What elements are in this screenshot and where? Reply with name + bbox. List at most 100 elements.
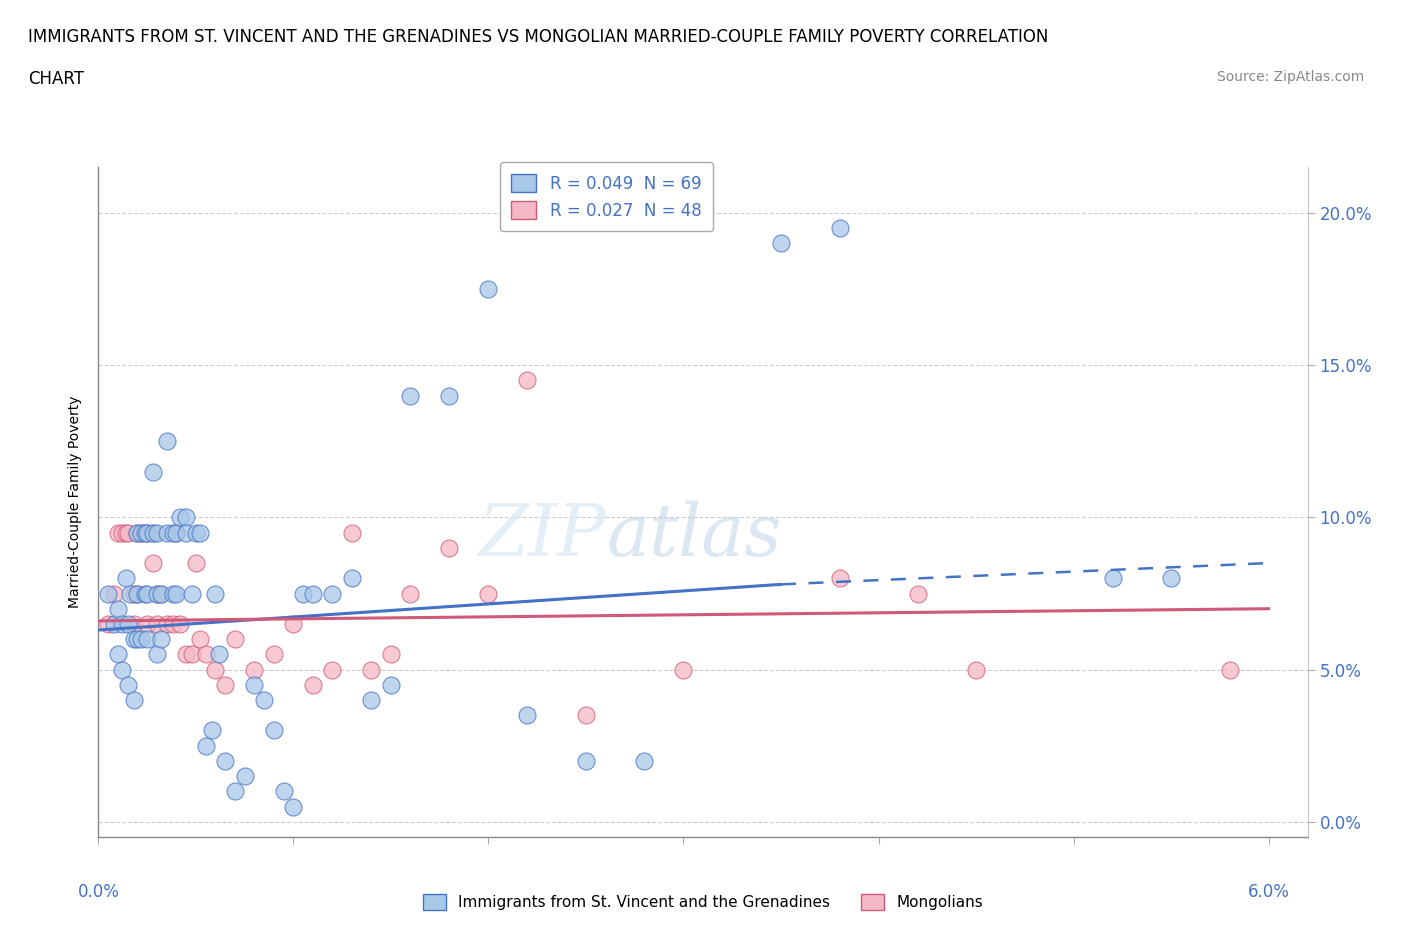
Point (117, 617, 139, 631)
Point (114, 525, 136, 540)
Point (131, 631, 153, 646)
Point (131, 525, 153, 540)
Legend: Immigrants from St. Vincent and the Grenadines, Mongolians: Immigrants from St. Vincent and the Gren… (416, 886, 990, 918)
Point (146, 586, 169, 601)
Point (142, 555, 165, 570)
Point (243, 662, 266, 677)
Point (174, 525, 197, 540)
Point (162, 525, 184, 540)
Point (181, 647, 204, 662)
Point (340, 525, 363, 540)
Point (131, 525, 153, 540)
Point (127, 525, 149, 540)
Point (292, 586, 315, 601)
Point (122, 617, 145, 631)
Point (146, 617, 169, 631)
Point (114, 571, 136, 586)
Point (243, 677, 266, 692)
Point (439, 540, 461, 555)
Point (162, 617, 184, 631)
Point (399, 388, 422, 403)
Point (1160, 571, 1182, 586)
Point (380, 677, 402, 692)
Point (136, 525, 159, 540)
Point (156, 434, 179, 449)
Text: CHART: CHART (28, 70, 84, 87)
Point (672, 662, 695, 677)
Point (169, 617, 191, 631)
Point (142, 525, 165, 540)
Point (118, 586, 141, 601)
Point (111, 525, 134, 540)
Point (97, 586, 120, 601)
Point (477, 282, 499, 297)
Point (194, 647, 217, 662)
Point (174, 647, 197, 662)
Point (127, 586, 149, 601)
Point (146, 647, 169, 662)
Point (399, 586, 422, 601)
Point (302, 677, 325, 692)
Point (149, 586, 172, 601)
Point (156, 525, 179, 540)
Point (107, 602, 129, 617)
Point (188, 631, 211, 646)
Point (360, 662, 382, 677)
Point (204, 662, 226, 677)
Point (769, 236, 792, 251)
Text: 6.0%: 6.0% (1247, 883, 1289, 900)
Point (174, 510, 197, 525)
Point (907, 586, 929, 601)
Point (149, 631, 172, 646)
Point (146, 586, 169, 601)
Point (97, 617, 120, 631)
Y-axis label: Married-Couple Family Poverty: Married-Couple Family Poverty (69, 396, 83, 608)
Point (107, 647, 129, 662)
Point (208, 647, 231, 662)
Point (103, 586, 125, 601)
Point (302, 586, 325, 601)
Point (283, 617, 305, 631)
Text: ZIP: ZIP (479, 500, 606, 571)
Point (253, 693, 276, 708)
Point (162, 586, 184, 601)
Legend: R = 0.049  N = 69, R = 0.027  N = 48: R = 0.049 N = 69, R = 0.027 N = 48 (499, 163, 713, 232)
Point (142, 464, 165, 479)
Point (136, 586, 159, 601)
Point (224, 784, 246, 799)
Point (165, 586, 187, 601)
Point (181, 586, 204, 601)
Point (633, 753, 655, 768)
Text: atlas: atlas (606, 500, 782, 571)
Point (321, 662, 343, 677)
Text: 0.0%: 0.0% (77, 883, 120, 900)
Point (169, 510, 191, 525)
Point (380, 647, 402, 662)
Point (340, 571, 363, 586)
Point (127, 525, 149, 540)
Point (828, 220, 851, 235)
Point (127, 631, 149, 646)
Point (165, 525, 187, 540)
Point (516, 708, 538, 723)
Point (575, 708, 598, 723)
Point (184, 525, 207, 540)
Point (283, 799, 305, 814)
Point (477, 586, 499, 601)
Point (146, 525, 169, 540)
Point (214, 677, 236, 692)
Point (136, 617, 159, 631)
Point (122, 631, 145, 646)
Point (122, 586, 145, 601)
Point (1101, 571, 1123, 586)
Point (156, 617, 179, 631)
Point (107, 525, 129, 540)
Point (188, 525, 211, 540)
Point (111, 617, 134, 631)
Point (273, 784, 295, 799)
Point (136, 631, 159, 646)
Point (204, 586, 226, 601)
Point (134, 525, 156, 540)
Point (134, 586, 156, 601)
Point (117, 525, 139, 540)
